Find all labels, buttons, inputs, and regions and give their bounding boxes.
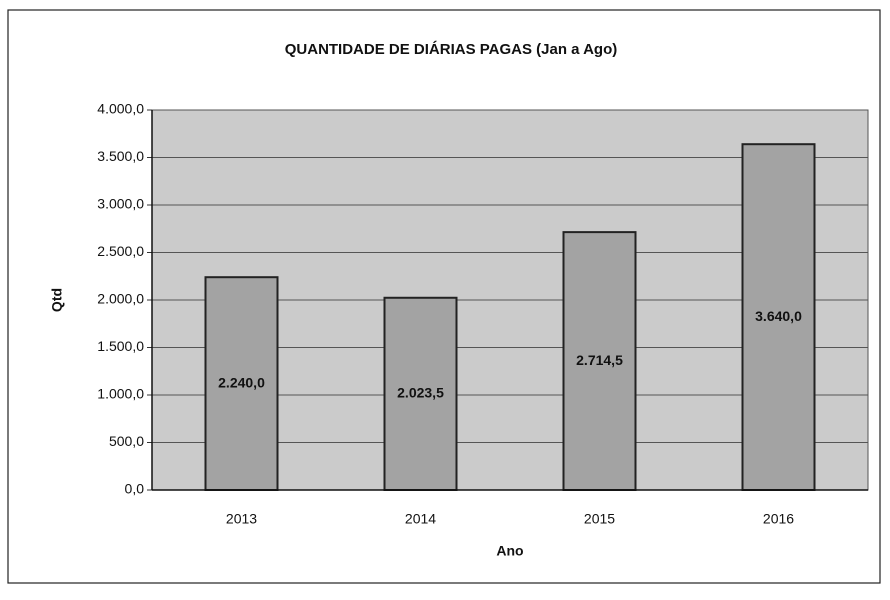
y-tick-label: 3.000,0	[97, 196, 144, 212]
chart-title: QUANTIDADE DE DIÁRIAS PAGAS (Jan a Ago)	[285, 41, 618, 58]
data-label: 2.714,5	[576, 352, 623, 368]
y-tick-label: 1.500,0	[97, 338, 144, 354]
y-tick-label: 0,0	[125, 481, 145, 497]
y-tick-label: 500,0	[109, 433, 144, 449]
data-label: 3.640,0	[755, 308, 802, 324]
bar	[741, 143, 816, 491]
x-tick-label: 2013	[226, 511, 257, 527]
y-tick-label: 4.000,0	[97, 101, 144, 117]
y-axis-label: Qtd	[49, 288, 65, 312]
y-tick-label: 2.500,0	[97, 243, 144, 259]
y-tick-label: 1.000,0	[97, 386, 144, 402]
y-tick-label: 3.500,0	[97, 148, 144, 164]
x-tick-label: 2016	[763, 511, 794, 527]
x-axis-label: Ano	[496, 543, 523, 559]
data-label: 2.240,0	[218, 374, 265, 390]
bar	[383, 296, 458, 491]
bar	[562, 231, 637, 491]
x-tick-label: 2015	[584, 511, 615, 527]
y-tick-label: 2.000,0	[97, 291, 144, 307]
data-label: 2.023,5	[397, 385, 444, 401]
bar	[204, 276, 279, 492]
x-tick-label: 2014	[405, 511, 436, 527]
